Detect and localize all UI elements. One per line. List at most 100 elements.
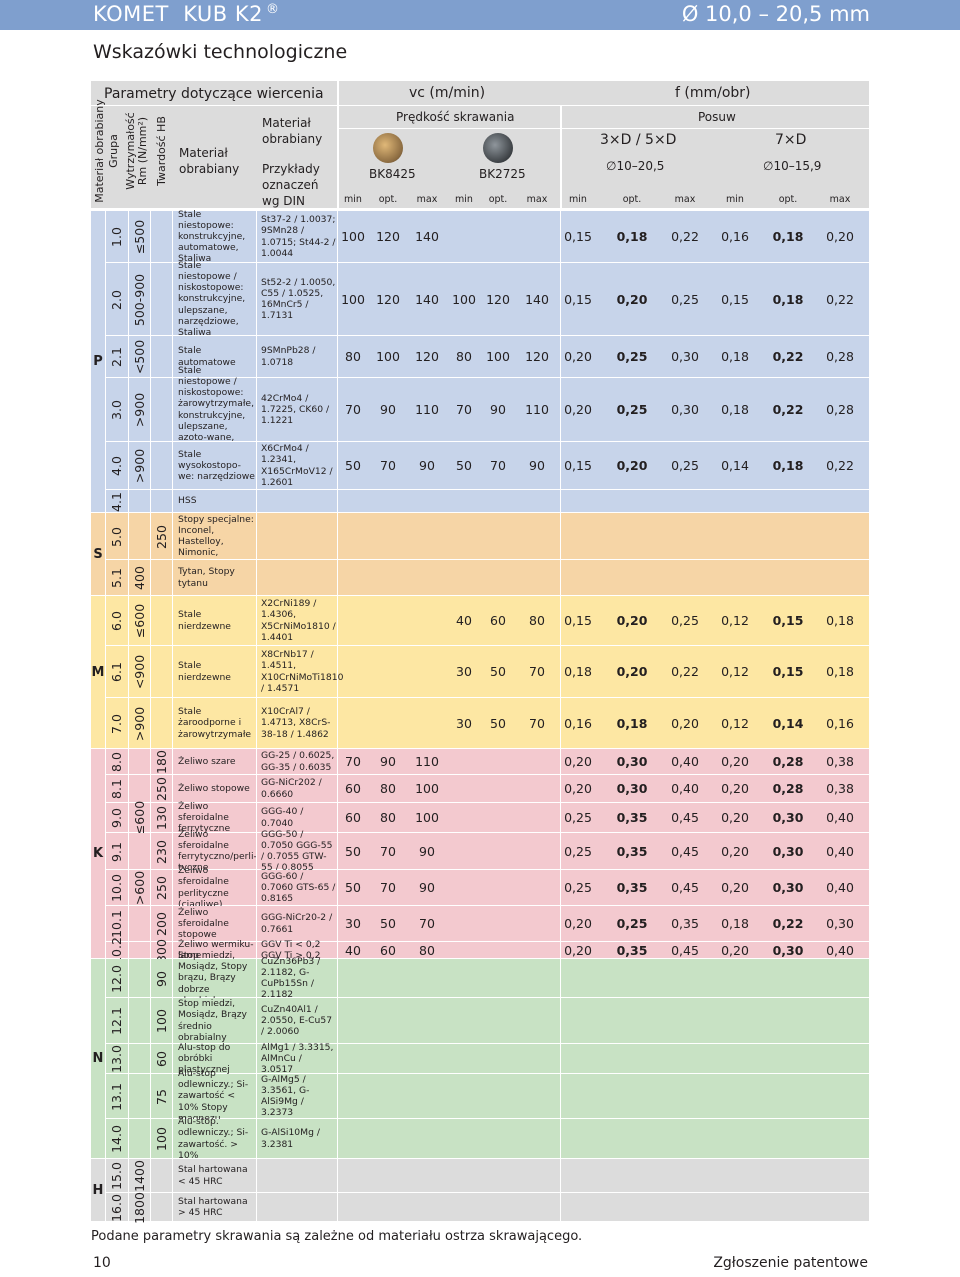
feed-value: 0,40 [671, 781, 699, 796]
material-name: Stale żaroodporne i żarowytrzymałe [178, 698, 256, 748]
speed-value: 140 [415, 229, 439, 244]
strength-value: 500-900 [132, 273, 147, 326]
din-examples: G-AlMg5 / 3.3561, G-AlSi9Mg / 3.2373 [261, 1074, 336, 1119]
material-name: Stal hartowana < 45 HRC [178, 1159, 256, 1192]
speed-value: 70 [456, 402, 472, 417]
table-row [106, 803, 869, 832]
material-name: Stale wysokostopo-we: narzędziowe [178, 442, 256, 489]
feed-value: 0,20 [564, 916, 592, 931]
feed-value: 0,18 [772, 291, 804, 307]
group-code: 1.0 [109, 227, 124, 247]
diameter-range: Ø 10,0 – 20,5 mm [681, 2, 870, 26]
material-name: Stal hartowana > 45 HRC [178, 1193, 256, 1221]
group-band [91, 1159, 105, 1221]
feed-value: 0,22 [772, 402, 804, 417]
page-subtitle: Wskazówki technologiczne [93, 41, 348, 63]
speed-value: 120 [376, 229, 400, 244]
feed-value: 0,20 [721, 810, 749, 825]
feed-value: 0,15 [564, 229, 592, 244]
speed-value: 70 [490, 458, 506, 473]
material-name-text: Stale niestopowe / niskostopowe: konstru… [178, 259, 246, 339]
table-row [106, 442, 869, 489]
group-band [91, 749, 105, 958]
feed-value: 0,45 [671, 880, 699, 895]
table-row [106, 263, 869, 335]
speed-value: 70 [380, 843, 396, 859]
cutting-speed: Prędkość skrawania [396, 110, 515, 124]
din-examples: GGV Ti < 0,2 GGV Ti > 0,2 [261, 939, 336, 961]
feed-value: 0,20 [616, 291, 648, 307]
material-name-text: Żeliwo sferoidalne ferrytyczno/perli-tyc… [178, 828, 257, 874]
feed-value: 0,28 [826, 349, 854, 364]
material-name-text: Stale żaroodporne i żarowytrzymałe [178, 706, 252, 740]
din-examples-text: X2CrNi189 / 1.4306, X5CrNiMo1810 / 1.440… [261, 598, 336, 643]
speed-value: 40 [345, 942, 361, 958]
feed-value: 0,20 [616, 613, 648, 628]
table-row [106, 959, 869, 997]
feed-value: 0,18 [721, 349, 749, 364]
strength-value: >900 [132, 448, 147, 484]
feed-value: 0,40 [826, 942, 854, 958]
material-name-text: Stale niestopowe: konstrukcyjne, automat… [178, 208, 246, 265]
din-examples-text: GG-NiCr202 / 0.6660 [261, 777, 322, 800]
din-examples-text: GG-25 / 0.6025, GG-35 / 0.6035 [261, 750, 335, 773]
group-code: 3.0 [109, 400, 124, 420]
feed-value: 0,22 [826, 458, 854, 473]
feed-value: 0,20 [721, 754, 749, 769]
feed-value: 0,16 [721, 229, 749, 244]
din-examples: CuZn40Al1 / 2.0550, E-Cu57 / 2.0060 [261, 998, 336, 1043]
material-name: Żeliwo sferoidalne ferrytyczno/perli-tyc… [178, 829, 257, 874]
material-name-text: Stale nierdzewne [178, 660, 231, 683]
column-separator [337, 211, 338, 1222]
strength-value: >900 [132, 392, 147, 428]
group-letter: K [92, 846, 104, 861]
group-band [91, 596, 105, 748]
table-row [106, 1074, 869, 1118]
material-name-text: Żeliwo stopowe [178, 782, 250, 794]
feed-value: 0,30 [772, 942, 804, 958]
material-name-text: Stale nierdzewne [178, 609, 231, 632]
feed-value: 0,15 [772, 664, 804, 679]
feed-value: 0,20 [826, 229, 854, 244]
feed-value: 0,35 [616, 843, 648, 859]
speed-value: 100 [486, 349, 510, 364]
depth-1: 3×D / 5×D [600, 132, 677, 148]
sub-label-opt: opt. [778, 194, 798, 205]
brand-title: KOMET KUB K2 ® [93, 2, 280, 26]
feed-value: 0,20 [721, 880, 749, 895]
col-group-a: Materiał obrabiany [93, 99, 106, 203]
title-bar: KOMET KUB K2 ® Ø 10,0 – 20,5 mm [0, 0, 960, 30]
speed-value: 30 [345, 916, 361, 931]
material-name: Żeliwo wermiku-larne [178, 939, 256, 961]
speed-value: 50 [456, 458, 472, 473]
feed-value: 0,12 [721, 613, 749, 628]
col-examples-a: Materiał obrabiany [262, 116, 323, 146]
speed-value: 50 [490, 664, 506, 679]
sub-label-max: max [674, 194, 696, 205]
speed-value: 90 [490, 402, 506, 417]
feed-value: 0,35 [671, 916, 699, 931]
din-examples-text: CuZn36Pb3 / 2.1182, G-CuPb15Sn / 2.1182 [261, 955, 321, 1001]
table-row [106, 749, 869, 774]
col-group-b: Grupa [107, 134, 120, 168]
material-name-text: Alu-stop do obróbki plastycznej [178, 1041, 231, 1076]
speed-value: 100 [415, 810, 439, 825]
feed-value: 0,22 [671, 664, 699, 679]
din-examples-text: X6CrMo4 / 1.2341, X165CrMoV12 / 1.2601 [261, 443, 333, 488]
feed-value: 0,18 [564, 664, 592, 679]
column-separator [256, 211, 257, 1222]
feed-value: 0,20 [671, 715, 699, 731]
din-examples: GG-NiCr202 / 0.6660 [261, 775, 336, 802]
feed-value: 0,18 [721, 402, 749, 417]
feed-value: 0,38 [826, 781, 854, 796]
feed: Posuw [698, 110, 736, 124]
material-name: Żeliwo sferoidalne ferrytyczne [178, 801, 256, 834]
din-examples: X6CrMo4 / 1.2341, X165CrMoV12 / 1.2601 [261, 442, 336, 489]
feed-value: 0,15 [721, 291, 749, 307]
grade-bk2725-icon [483, 133, 513, 163]
feed-value: 0,20 [616, 458, 648, 473]
din-examples-text: GGG-40 / 0.7040 [261, 806, 304, 829]
material-name-text: Stale wysokostopo-we: narzędziowe [178, 448, 255, 483]
din-examples: AlMg1 / 3.3315, AlMnCu / 3.0517 [261, 1042, 336, 1075]
speed-value: 70 [529, 715, 545, 731]
